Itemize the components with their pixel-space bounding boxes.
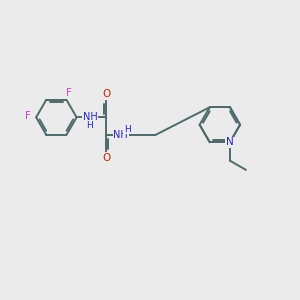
Text: H: H: [124, 125, 130, 134]
Text: NH: NH: [82, 112, 97, 122]
Text: N: N: [226, 137, 234, 147]
Text: O: O: [102, 153, 110, 163]
Text: H: H: [86, 121, 93, 130]
Text: F: F: [25, 111, 31, 121]
Text: F: F: [66, 88, 72, 98]
Text: O: O: [103, 89, 111, 99]
Text: NH: NH: [113, 130, 128, 140]
